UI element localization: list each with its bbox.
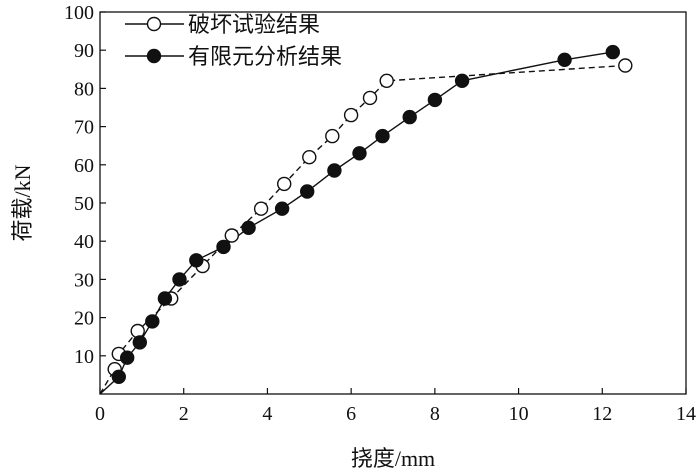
series-2-point	[119, 350, 135, 365]
series-2-point	[157, 291, 173, 306]
series-2-point	[111, 369, 127, 384]
series-2-point	[216, 239, 231, 255]
series-2-point	[557, 52, 572, 67]
series-1-point	[253, 201, 269, 216]
series-2-point	[605, 44, 620, 60]
legend-label-2: 有限元分析结果	[188, 44, 342, 69]
series-2-point	[145, 314, 160, 329]
y-axis-title: 荷载/kN	[10, 164, 35, 241]
y-tick-label: 90	[74, 40, 94, 62]
ticks: 0 2 4 6 8 10 12 14 10 20 30 40 50 60 70 80 90 100	[64, 2, 696, 425]
series-2-point	[375, 128, 390, 144]
x-tick-label: 4	[262, 403, 272, 425]
series-2-point	[189, 253, 204, 268]
series-2-point	[300, 184, 315, 199]
series-1-point	[362, 90, 378, 106]
series-lines	[99, 51, 626, 395]
y-tick-label: 80	[74, 78, 94, 100]
y-tick-label: 40	[74, 231, 94, 253]
x-axis-title: 挠度/mm	[351, 446, 435, 471]
y-tick-label: 30	[74, 269, 94, 291]
x-tick-label: 0	[95, 403, 105, 425]
series-1-point	[618, 58, 633, 73]
axes	[99, 11, 687, 395]
legend-marker-1	[146, 16, 162, 32]
series-1-point	[277, 176, 292, 192]
y-tick-label: 70	[74, 117, 94, 139]
x-tick-label: 10	[509, 403, 529, 425]
series-2-point	[327, 163, 342, 178]
y-tick-label: 100	[64, 2, 94, 24]
series-2-point	[132, 335, 148, 350]
plot-frame	[99, 11, 687, 395]
series-1-point	[379, 73, 394, 89]
series-1-point	[325, 128, 340, 144]
series-2-point	[352, 146, 367, 161]
x-tick-label: 12	[592, 403, 612, 425]
legend-marker-2	[146, 48, 162, 64]
series-1-point	[343, 107, 359, 123]
series-2-point	[427, 92, 443, 108]
series-line-1	[99, 64, 626, 395]
legend-label-1: 破坏试验结果	[188, 12, 320, 37]
x-tick-label: 8	[430, 403, 440, 425]
series-2-point	[172, 272, 187, 287]
y-tick-label: 60	[74, 155, 94, 177]
x-tick-label: 2	[179, 403, 189, 425]
series-2-point	[402, 109, 417, 125]
y-tick-label: 10	[74, 346, 94, 368]
series-points	[107, 44, 633, 384]
series-2-point	[241, 220, 256, 236]
y-tick-label: 20	[74, 308, 94, 330]
series-1-point	[302, 149, 317, 165]
series-2-point	[274, 201, 290, 216]
y-tick-label: 50	[74, 193, 94, 215]
x-tick-label: 14	[676, 403, 696, 425]
x-tick-label: 6	[346, 403, 356, 425]
series-1-point	[224, 228, 240, 243]
series-2-point	[454, 73, 470, 89]
series-line-2	[99, 51, 613, 395]
